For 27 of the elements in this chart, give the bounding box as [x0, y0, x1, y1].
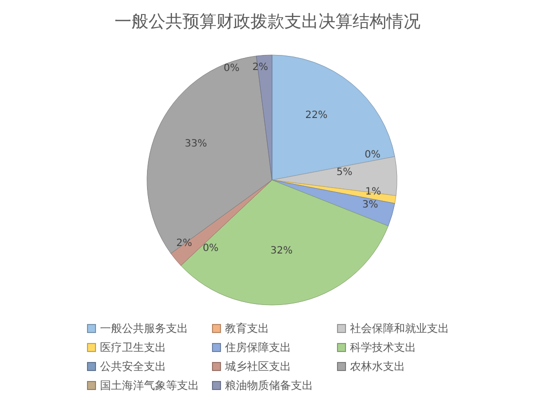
text: 0%	[202, 243, 219, 254]
text: 0%	[224, 62, 240, 74]
data-label: 2%	[176, 238, 192, 250]
pie-slice	[146, 56, 272, 254]
text: 0%	[364, 149, 381, 160]
data-label: 32%	[270, 246, 293, 257]
legend-label: 粮油物质储备支出	[225, 378, 313, 393]
legend-label: 国土海洋气象等支出	[100, 378, 199, 393]
pie-slice	[272, 156, 398, 196]
legend-label: 科学技术支出	[350, 340, 416, 355]
pie-slice	[272, 180, 396, 226]
pie-slice	[272, 54, 396, 180]
data-label: 22%	[305, 110, 328, 121]
data-label: 33%	[184, 138, 207, 150]
legend-label: 教育支出	[225, 321, 269, 336]
legend-label: 住房保障支出	[225, 340, 291, 355]
data-label: 3%	[362, 199, 378, 210]
data-label: 2%	[252, 62, 268, 74]
legend-label: 一般公共服务支出	[100, 321, 188, 336]
legend-label: 农林水支出	[350, 359, 405, 374]
legend-label: 城乡社区支出	[225, 359, 291, 374]
legend-label: 社会保障和就业支出	[350, 321, 449, 336]
legend-label: 医疗卫生支出	[100, 340, 166, 355]
data-label: 5%	[336, 167, 352, 178]
chart-title: 一般公共预算财政拨款支出决算结构情况	[114, 11, 422, 33]
legend-label: 公共安全支出	[100, 359, 166, 374]
pie-slice	[170, 180, 272, 266]
